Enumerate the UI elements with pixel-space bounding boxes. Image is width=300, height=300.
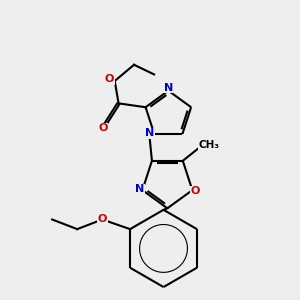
- Text: O: O: [190, 186, 200, 196]
- Text: CH₃: CH₃: [199, 140, 220, 150]
- Text: N: N: [145, 128, 154, 138]
- Text: N: N: [164, 82, 173, 93]
- Text: O: O: [98, 124, 108, 134]
- Text: O: O: [98, 214, 107, 224]
- Text: O: O: [105, 74, 114, 84]
- Text: N: N: [135, 184, 144, 194]
